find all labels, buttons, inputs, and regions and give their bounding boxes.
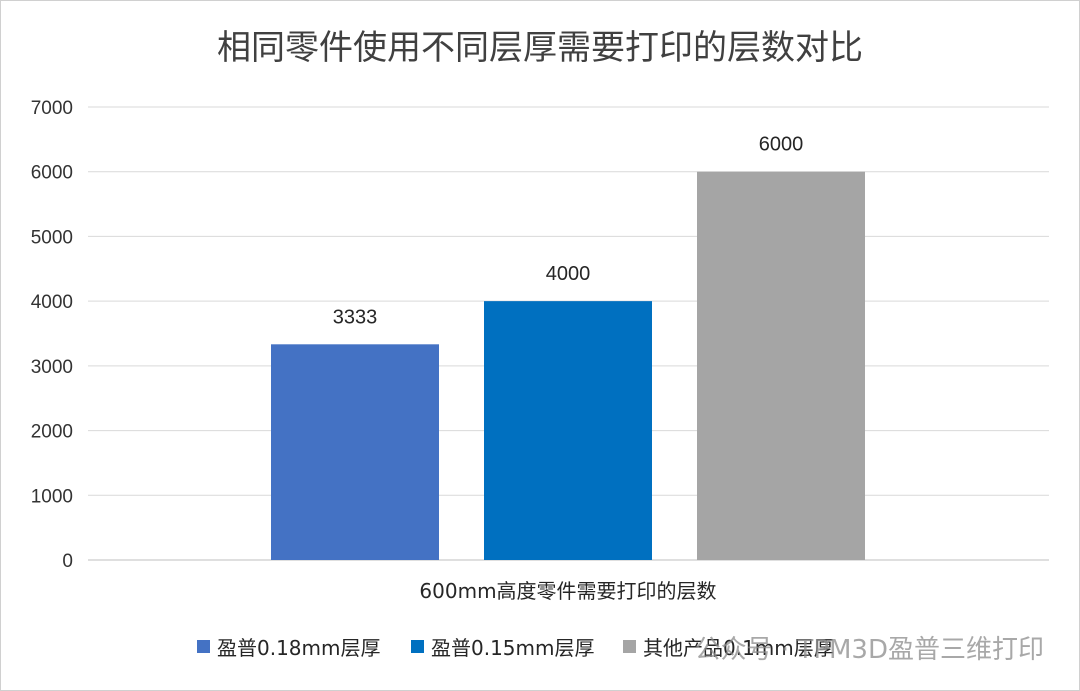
bar-2: [484, 301, 652, 560]
legend-swatch: [197, 640, 210, 653]
legend-swatch: [411, 640, 424, 653]
bar-1: [271, 344, 439, 560]
data-label: 3333: [333, 306, 378, 328]
x-category-label: 600mm高度零件需要打印的层数: [419, 579, 716, 603]
data-label: 6000: [759, 134, 804, 156]
y-tick-label: 6000: [31, 163, 73, 184]
y-axis-ticks: 0 1000 2000 3000 4000 5000 6000 7000: [31, 98, 73, 572]
legend-label: 其他产品0.1mm层厚: [643, 636, 834, 660]
data-labels: 3333 4000 6000: [333, 134, 804, 329]
bars: [271, 171, 865, 560]
watermark-text: 公众号 · TPM3D盈普三维打印: [695, 635, 1044, 665]
y-tick-label: 0: [62, 551, 73, 572]
legend-label: 盈普0.15mm层厚: [431, 636, 595, 660]
bar-3: [697, 171, 865, 560]
y-tick-label: 7000: [31, 98, 73, 119]
legend-label: 盈普0.18mm层厚: [217, 636, 381, 660]
legend: 盈普0.18mm层厚 盈普0.15mm层厚 其他产品0.1mm层厚: [197, 636, 834, 660]
legend-swatch: [623, 640, 636, 653]
data-label: 4000: [546, 263, 591, 285]
y-tick-label: 2000: [31, 422, 73, 443]
y-tick-label: 1000: [31, 486, 73, 507]
y-tick-label: 5000: [31, 227, 73, 248]
y-tick-label: 3000: [31, 357, 73, 378]
chart-title: 相同零件使用不同层厚需要打印的层数对比: [217, 28, 863, 68]
y-tick-label: 4000: [31, 292, 73, 313]
